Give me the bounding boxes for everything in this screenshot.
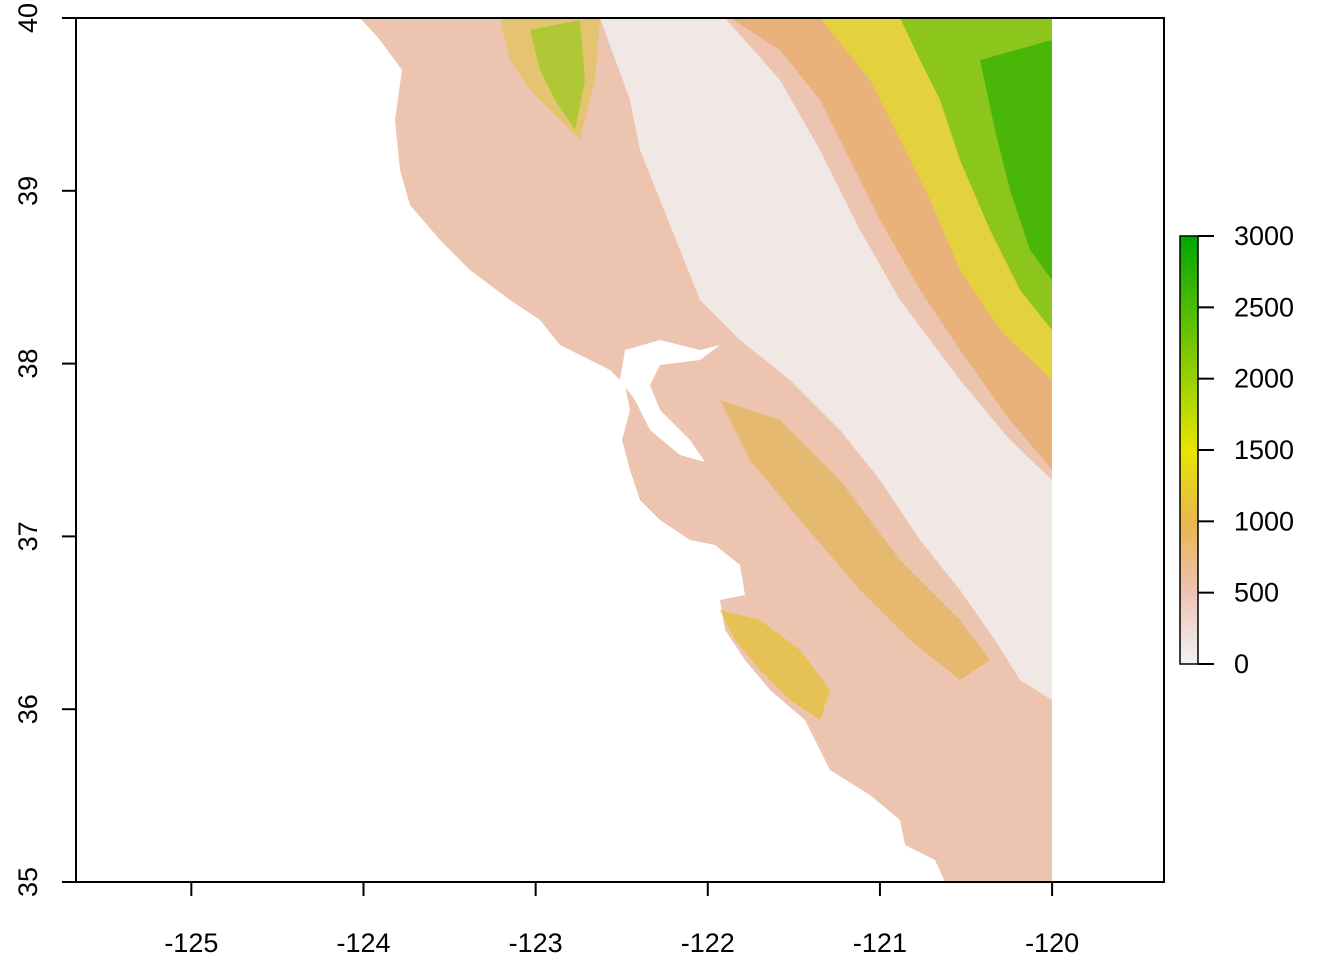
central-valley bbox=[600, 18, 1052, 700]
y-tick-label: 36 bbox=[13, 694, 43, 724]
legend-tick-label: 1000 bbox=[1234, 506, 1294, 536]
sierra-crest bbox=[980, 40, 1052, 280]
legend-tick-label: 2000 bbox=[1234, 364, 1294, 394]
x-tick-label: -122 bbox=[681, 928, 735, 958]
elevation-raster bbox=[360, 18, 1052, 882]
land-mass bbox=[360, 18, 1052, 882]
legend-color-bar bbox=[1179, 235, 1199, 665]
x-tick-label: -125 bbox=[164, 928, 218, 958]
x-axis: -125 -124 -123 -122 -121 -120 bbox=[164, 882, 1079, 958]
legend-tick-label: 2500 bbox=[1234, 292, 1294, 322]
x-tick-label: -120 bbox=[1025, 928, 1079, 958]
legend-tick-label: 500 bbox=[1234, 578, 1279, 608]
legend-tick-label: 1500 bbox=[1234, 435, 1294, 465]
x-tick-label: -124 bbox=[336, 928, 390, 958]
legend-tick-label: 3000 bbox=[1234, 221, 1294, 251]
diablo-range bbox=[720, 400, 990, 680]
y-tick-label: 37 bbox=[13, 521, 43, 551]
elevation-legend: 0 500 1000 1500 2000 2500 3000 bbox=[1179, 221, 1294, 679]
x-tick-label: -121 bbox=[853, 928, 907, 958]
santa-lucia-range bbox=[720, 610, 830, 720]
x-tick-label: -123 bbox=[509, 928, 563, 958]
north-coast-peaks bbox=[530, 20, 585, 130]
y-tick-label: 40 bbox=[13, 3, 43, 33]
y-tick-label: 35 bbox=[13, 867, 43, 897]
y-tick-label: 38 bbox=[13, 349, 43, 379]
y-axis: 35 36 37 38 39 40 bbox=[13, 3, 76, 897]
y-tick-label: 39 bbox=[13, 176, 43, 206]
legend-tick-label: 0 bbox=[1234, 649, 1249, 679]
sf-bay bbox=[620, 340, 720, 462]
plot-frame bbox=[75, 17, 1165, 883]
legend-ticks: 0 500 1000 1500 2000 2500 3000 bbox=[1198, 221, 1294, 679]
